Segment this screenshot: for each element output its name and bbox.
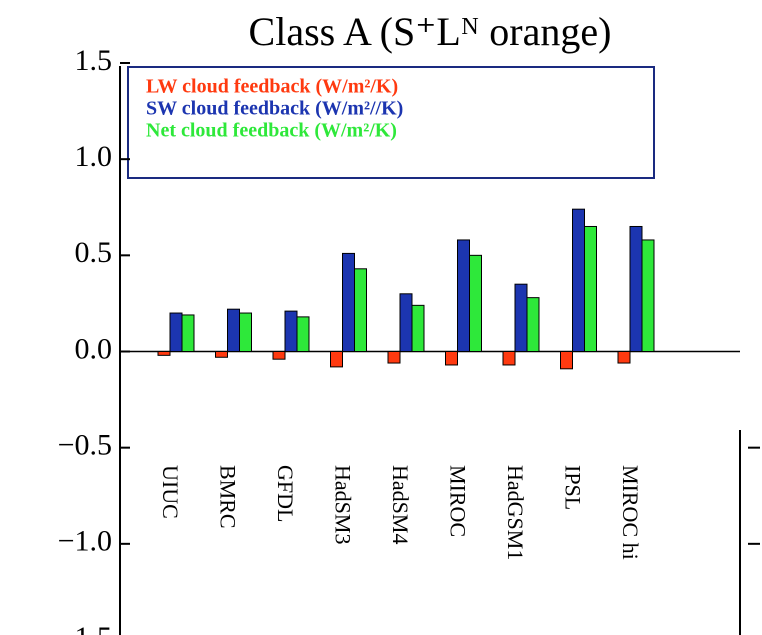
bar: [296, 316, 310, 353]
bar: [617, 351, 631, 364]
bar: [157, 351, 171, 356]
bar: [399, 293, 413, 352]
x-tick-label: UIUC: [158, 465, 183, 519]
bar: [584, 225, 597, 353]
bar: [342, 252, 355, 352]
y-tick-label: 1.0: [75, 140, 113, 173]
bar: [181, 314, 195, 352]
y-tick-label: 0.0: [75, 332, 113, 365]
x-tick-label: MIROC: [445, 465, 470, 537]
bar: [354, 268, 367, 352]
bar: [284, 310, 298, 352]
bar: [272, 351, 286, 360]
legend-box: [127, 66, 655, 179]
bar: [514, 283, 528, 352]
bar: [572, 208, 585, 352]
legend-label: LW cloud feedback (W/m²/K): [146, 76, 398, 98]
x-tick-label: GFDL: [273, 465, 298, 522]
bar: [215, 351, 228, 358]
x-tick-label: MIROC hi: [618, 465, 643, 560]
x-tick-label: HadSM3: [330, 465, 355, 544]
bar: [239, 312, 252, 352]
bar: [411, 304, 425, 352]
y-tick-label: −1.0: [58, 525, 112, 558]
bar: [169, 312, 183, 352]
bar: [227, 308, 240, 353]
bar: [330, 351, 343, 368]
bar: [469, 254, 482, 352]
bar: [387, 351, 401, 364]
x-tick-label: HadGSM1: [503, 465, 528, 560]
bar: [457, 239, 470, 353]
y-tick-label: 0.5: [75, 236, 113, 269]
bar: [629, 225, 643, 353]
y-tick-label: −0.5: [58, 429, 112, 462]
y-tick-label: 1.5: [75, 44, 113, 77]
bar: [560, 351, 573, 370]
chart-title: Class A (S⁺Lᴺ orange): [249, 9, 612, 54]
x-tick-label: IPSL: [560, 465, 585, 510]
bar: [641, 239, 655, 353]
bar: [526, 297, 540, 352]
y-tick-label: −1.5: [58, 621, 112, 635]
bar: [445, 351, 458, 366]
x-tick-label: BMRC: [215, 465, 240, 529]
x-tick-label: HadSM4: [388, 465, 413, 544]
bar: [502, 351, 516, 366]
legend-label: Net cloud feedback (W/m²/K): [146, 120, 397, 142]
legend-label: SW cloud feedback (W/m²//K): [146, 98, 403, 120]
